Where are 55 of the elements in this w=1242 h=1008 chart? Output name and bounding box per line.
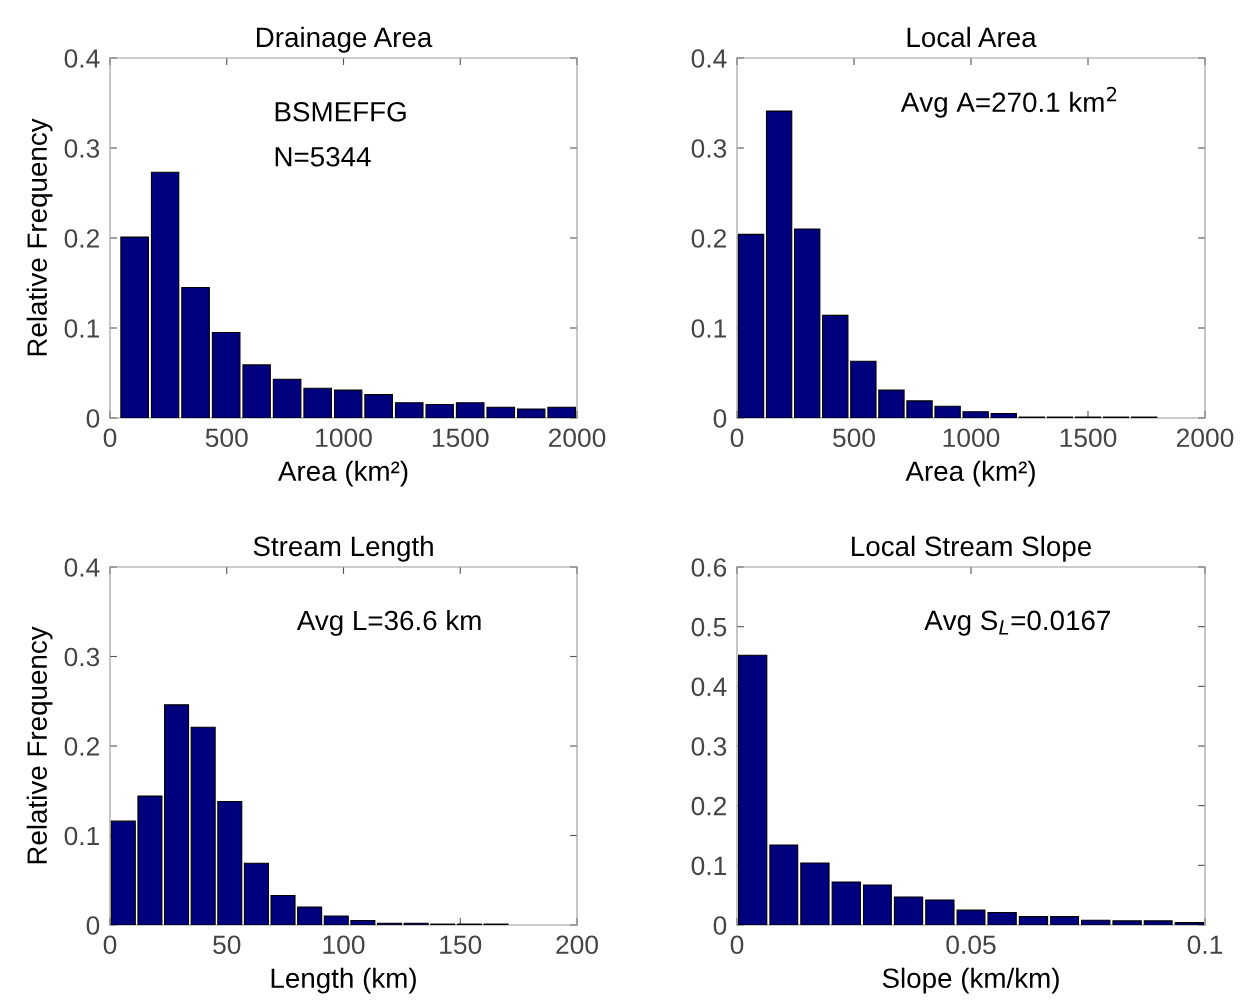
chart-title: Drainage Area <box>256 26 433 53</box>
y-tick-label: 0.2 <box>691 796 726 816</box>
y-tick-label: 0.2 <box>64 229 99 248</box>
x-tick-label: 100 <box>323 935 365 955</box>
y-tick-label: 0.4 <box>64 49 100 68</box>
chart-title: Local Stream Slope <box>852 535 1091 562</box>
x-tick-label: 0 <box>730 428 744 448</box>
chart-title: Local Area <box>907 26 1037 48</box>
x-tick-label: 0 <box>103 935 117 955</box>
annotation: N=5344 <box>275 146 371 167</box>
y-tick-label: 0.2 <box>691 229 726 248</box>
y-tick-label: 0.4 <box>691 677 727 697</box>
y-tick-label: 0.3 <box>64 139 100 158</box>
x-tick-label: 50 <box>213 935 241 955</box>
y-tick-label: 0.1 <box>64 826 99 846</box>
y-tick-label: 0 <box>86 916 100 935</box>
y-tick-label: 0 <box>713 409 727 428</box>
x-tick-label: 500 <box>205 428 248 448</box>
x-tick-label: 2000 <box>1176 428 1234 448</box>
x-tick-label: 0 <box>730 935 744 955</box>
x-axis-title: Area (km²) <box>905 460 1035 487</box>
chart-title: Stream Length <box>253 535 433 562</box>
x-tick-label: 200 <box>556 935 598 955</box>
x-tick-label: 150 <box>440 935 482 955</box>
x-tick-label: 1500 <box>1060 428 1117 448</box>
x-axis-title: Area (km²) <box>277 460 408 487</box>
x-tick-label: 2000 <box>548 428 606 448</box>
x-tick-label: 0.05 <box>946 935 996 955</box>
y-tick-label: 0.4 <box>691 49 727 68</box>
annotation: Avg S$_{L}$=0.0167 <box>924 610 1110 636</box>
y-axis-title: Relative Frequency <box>26 118 53 356</box>
x-tick-label: 500 <box>833 428 875 448</box>
y-tick-label: 0 <box>713 916 727 935</box>
x-tick-label: 1500 <box>432 428 489 448</box>
y-tick-label: 0.5 <box>691 617 727 637</box>
y-tick-label: 0.1 <box>64 319 99 338</box>
y-tick-label: 0.1 <box>691 856 726 876</box>
x-axis-title: Length (km) <box>271 967 416 994</box>
y-tick-label: 0.1 <box>691 319 726 338</box>
annotation: Avg A=270.1 km$^{2}$ <box>900 86 1117 118</box>
y-tick-label: 0.4 <box>64 558 100 577</box>
y-tick-label: 0.2 <box>64 737 99 756</box>
y-tick-label: 0.3 <box>64 647 100 667</box>
y-tick-label: 0.3 <box>691 737 727 756</box>
x-tick-label: 0 <box>103 428 117 448</box>
y-tick-label: 0.6 <box>691 558 727 577</box>
y-tick-label: 0 <box>86 409 100 428</box>
x-axis-title: Slope (km/km) <box>882 967 1059 994</box>
annotation: BSMEFFG <box>275 101 406 122</box>
x-tick-label: 0.1 <box>1187 935 1223 955</box>
x-tick-label: 1000 <box>316 428 372 448</box>
annotation: Avg L=36.6 km <box>296 609 481 636</box>
y-tick-label: 0.3 <box>691 139 727 158</box>
x-tick-label: 1000 <box>943 428 1000 448</box>
y-axis-title: Relative Frequency <box>26 626 53 864</box>
